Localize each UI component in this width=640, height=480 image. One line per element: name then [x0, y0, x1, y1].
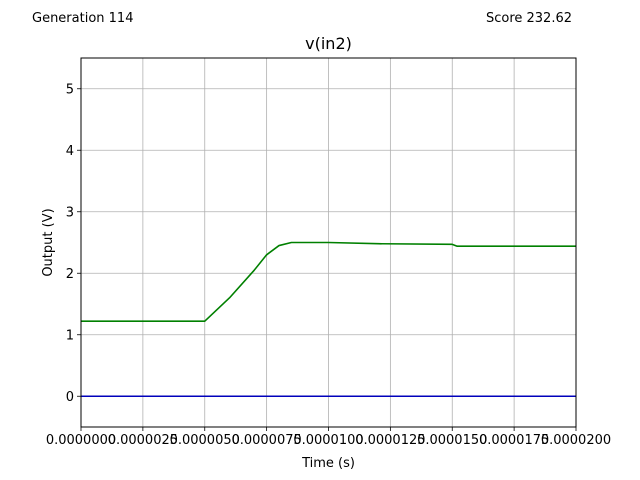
x-tick-label: 0.0000050 [170, 433, 240, 448]
y-tick-label: 5 [66, 82, 74, 97]
y-axis-label: Output (V) [41, 208, 56, 276]
x-axis-label: Time (s) [301, 456, 355, 471]
y-tick-label: 3 [66, 205, 74, 220]
x-tick-label: 0.0000000 [46, 433, 116, 448]
x-tick-label: 0.0000150 [417, 433, 487, 448]
x-tick-label: 0.0000200 [541, 433, 611, 448]
y-tick-label: 1 [66, 328, 74, 343]
generation-label: Generation 114 [32, 11, 134, 26]
series-lines [81, 241, 576, 398]
y-tick-label: 0 [66, 390, 74, 405]
x-ticks: 0.00000000.00000250.00000500.00000750.00… [46, 427, 611, 448]
x-tick-label: 0.0000075 [231, 433, 301, 448]
x-tick-label: 0.0000125 [355, 433, 425, 448]
chart-title: v(in2) [305, 34, 352, 53]
x-tick-label: 0.0000175 [479, 433, 549, 448]
score-label: Score 232.62 [485, 11, 572, 26]
y-tick-label: 2 [66, 267, 74, 282]
series-line-1 [81, 241, 576, 323]
x-tick-label: 0.0000100 [293, 433, 363, 448]
y-ticks: 0 1 2 3 4 5 [66, 82, 81, 405]
x-tick-label: 0.0000025 [108, 433, 178, 448]
y-tick-label: 4 [66, 144, 74, 159]
